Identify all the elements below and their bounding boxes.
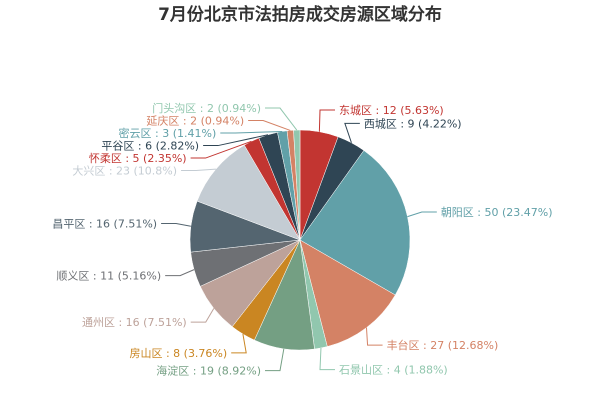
- slice-label-13: 密云区 : 3 (1.41%): [119, 126, 217, 140]
- slice-label-9: 昌平区 : 16 (7.51%): [52, 217, 157, 230]
- label-line-6: [231, 333, 247, 354]
- pie-slice-2[interactable]: [299, 150, 411, 296]
- slice-label-12: 平谷区 : 6 (2.82%): [101, 140, 199, 153]
- label-line-13: [220, 130, 283, 134]
- slice-label-0: 东城区 : 12 (5.63%): [339, 104, 444, 117]
- label-line-15: [265, 107, 298, 131]
- label-line-7: [190, 308, 215, 323]
- pie-slice-10[interactable]: [196, 144, 301, 241]
- slice-label-3: 丰台区 : 27 (12.68%): [387, 338, 499, 352]
- label-line-8: [165, 269, 195, 277]
- pie-slice-3[interactable]: [299, 239, 396, 347]
- labels: 东城区 : 12 (5.63%)西城区 : 9 (4.22%) 朝阳区 : 50 …: [52, 101, 552, 378]
- chart-title: 7月份北京市法拍房成交房源区域分布: [158, 4, 442, 25]
- slice-label-15: 门头沟区 : 2 (0.94%): [152, 101, 261, 115]
- slice-label-8: 顺义区 : 11 (5.16%): [56, 270, 161, 283]
- label-line-0: [318, 109, 335, 132]
- label-line-14: [248, 120, 291, 131]
- slice-label-2: 朝阳区 : 50 (23.47%): [441, 206, 553, 219]
- label-line-12: [203, 134, 269, 147]
- label-line-3: [365, 327, 383, 346]
- slice-label-5: 海淀区 : 19 (8.92%): [156, 364, 261, 378]
- slice-label-6: 房山区 : 8 (3.76%): [129, 347, 227, 360]
- slice-label-14: 延庆区 : 2 (0.94%): [146, 114, 244, 128]
- label-line-4: [319, 347, 335, 371]
- label-line-11: [190, 140, 252, 159]
- slice-label-1: 西城区 : 9 (4.22%): [364, 117, 462, 130]
- label-line-10: [181, 168, 216, 172]
- label-line-9: [161, 222, 191, 227]
- slice-label-4: 石景山区 : 4 (1.88%): [339, 364, 448, 377]
- label-line-5: [265, 348, 285, 372]
- slice-label-7: 通州区 : 16 (7.51%): [82, 316, 187, 329]
- slice-label-10: 大兴区 : 23 (10.8%): [72, 164, 177, 178]
- slices: [189, 129, 411, 351]
- slice-label-11: 怀柔区 : 5 (2.35%): [89, 152, 187, 165]
- label-line-1: [344, 122, 360, 143]
- label-line-2: [407, 211, 437, 218]
